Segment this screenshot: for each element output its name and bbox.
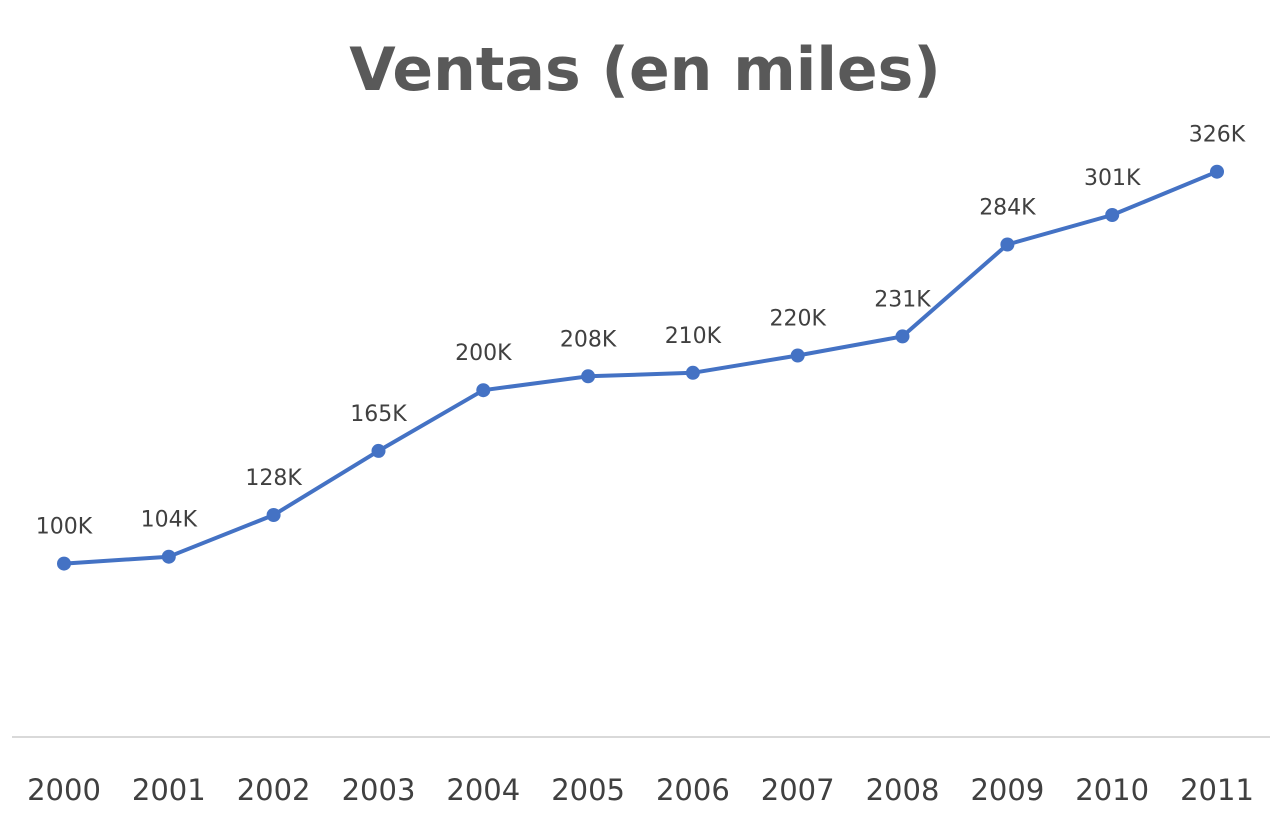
x-tick-label-2005: 2005	[551, 773, 625, 807]
data-label-2006: 210K	[665, 324, 722, 349]
data-label-2002: 128K	[245, 466, 302, 491]
data-label-2004: 200K	[455, 341, 512, 366]
x-tick-label-2003: 2003	[342, 773, 416, 807]
data-label-2003: 165K	[350, 402, 407, 427]
series-line	[63, 169, 1218, 566]
data-label-2007: 220K	[769, 307, 826, 332]
data-label-2010: 301K	[1084, 166, 1141, 191]
data-label-2000: 100K	[36, 515, 93, 540]
x-tick-label-2009: 2009	[970, 773, 1044, 807]
data-point-2002	[266, 508, 281, 522]
data-point-2009	[1000, 237, 1015, 252]
data-point-2008	[895, 329, 910, 344]
data-point-2007	[790, 348, 805, 363]
x-tick-label-2002: 2002	[237, 773, 311, 807]
series-layer: 100K 104K 128K 165K 200K 208K 210K 220K 231K 284K…	[36, 123, 1246, 571]
data-label-2009: 284K	[979, 196, 1036, 221]
x-tick-label-2007: 2007	[761, 773, 835, 807]
data-point-2011	[1210, 164, 1224, 179]
x-tick-label-2000: 2000	[27, 773, 101, 807]
x-tick-label-2006: 2006	[656, 773, 730, 807]
chart-title: Ventas (en miles)	[349, 35, 941, 105]
x-tick-label-2004: 2004	[446, 773, 520, 807]
x-tick-label-2011: 2011	[1180, 773, 1254, 807]
data-point-2003	[371, 443, 386, 458]
data-point-2005	[581, 369, 596, 384]
data-label-2001: 104K	[141, 508, 198, 533]
data-point-2006	[685, 365, 700, 380]
data-label-2005: 208K	[560, 327, 617, 352]
x-axis-ticks: 2000 2001 2002 2003 2004 2005 2006 2007 2008 2009…	[27, 773, 1254, 807]
x-tick-label-2001: 2001	[132, 773, 206, 807]
data-point-2001	[161, 549, 176, 564]
data-label-2008: 231K	[874, 287, 931, 312]
x-tick-label-2008: 2008	[866, 773, 940, 807]
x-tick-label-2010: 2010	[1075, 773, 1149, 807]
data-point-2000	[57, 556, 71, 571]
data-label-2011: 326K	[1189, 123, 1246, 148]
data-point-2004	[476, 383, 491, 398]
data-point-2010	[1105, 208, 1120, 222]
